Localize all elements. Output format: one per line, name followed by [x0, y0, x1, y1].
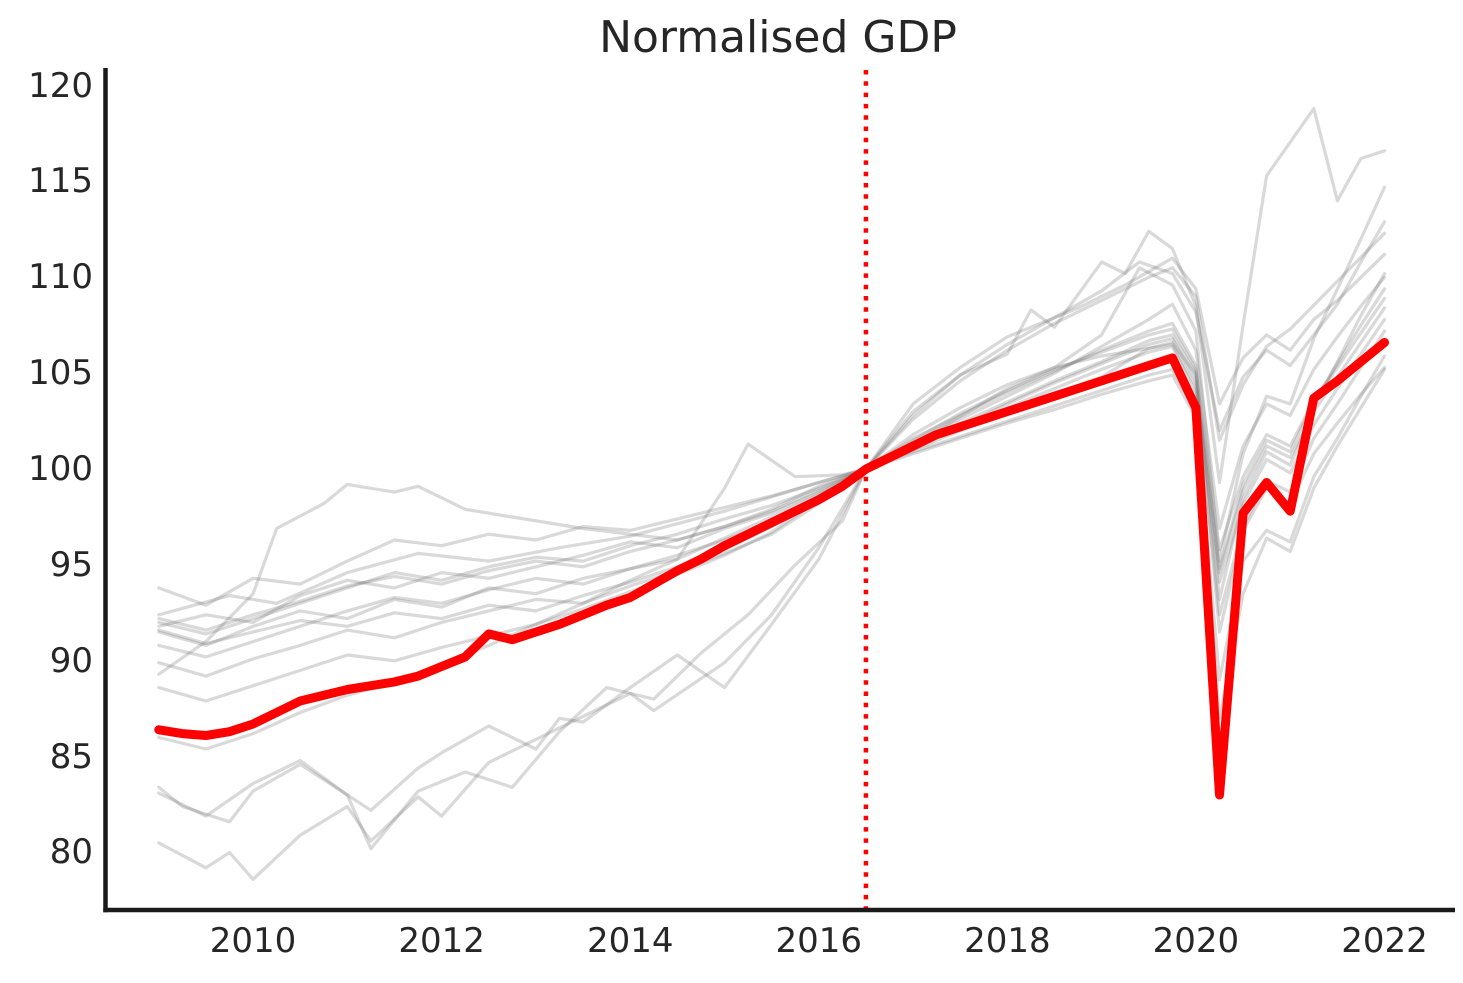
x-tick-label: 2018 — [964, 921, 1051, 961]
y-tick-label: 95 — [49, 544, 93, 585]
y-tick-label: 115 — [28, 161, 93, 202]
y-tick-label: 105 — [28, 353, 93, 394]
y-tick-label: 90 — [49, 640, 93, 681]
x-tick-label: 2012 — [398, 921, 485, 961]
x-tick-label: 2016 — [775, 921, 863, 961]
x-tick-label: 2022 — [1341, 921, 1428, 961]
x-tick-label: 2014 — [586, 921, 674, 961]
y-tick-label: 85 — [49, 736, 93, 777]
y-tick-label: 80 — [49, 832, 93, 873]
background-series-line — [157, 231, 1387, 824]
y-tick-label: 110 — [28, 257, 93, 298]
x-tick-label: 2010 — [209, 921, 297, 961]
y-tick-label: 100 — [28, 449, 93, 490]
background-series-line — [157, 252, 1387, 881]
y-tick-label: 120 — [28, 65, 93, 106]
background-series-line — [157, 185, 1387, 617]
background-series-line — [157, 317, 1387, 646]
x-tick-label: 2020 — [1152, 921, 1240, 961]
chart-title: Normalised GDP — [599, 12, 957, 63]
background-series-line — [157, 106, 1387, 648]
highlight-series-line — [154, 338, 1389, 800]
